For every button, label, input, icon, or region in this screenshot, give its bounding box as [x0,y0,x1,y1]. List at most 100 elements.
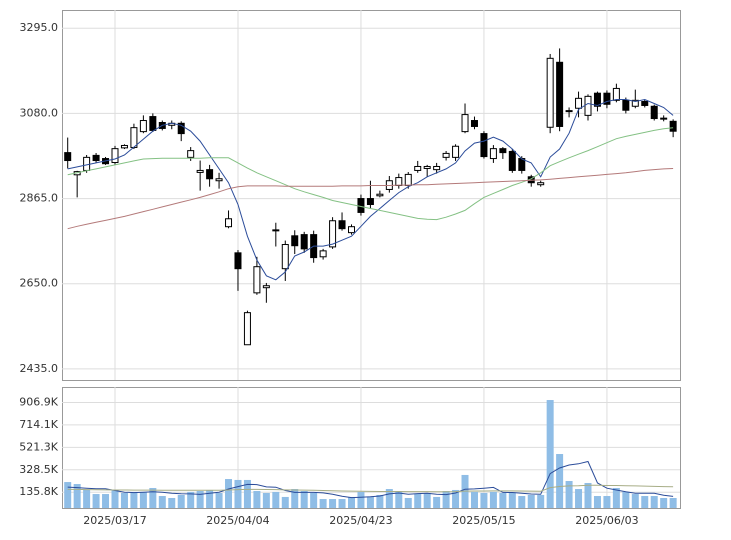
volume-bar [262,492,270,508]
volume-bar [499,492,507,508]
candle-body [206,169,214,180]
volume-bar [470,491,478,508]
candle-body [64,152,72,162]
volume-bar [177,494,185,508]
candle-body [480,133,488,158]
candle-body [177,122,185,135]
y-tick-label: 3080.0 [20,106,59,119]
volume-bar [357,491,365,508]
candle-body [556,61,564,127]
volume-bar [130,491,138,508]
volume-bar [404,497,412,508]
candle-body [593,92,601,107]
volume-bar [395,491,403,508]
volume-bar [480,492,488,508]
x-tick-label: 2025/05/15 [452,514,515,527]
candle-body [565,110,573,113]
volume-bar [348,496,355,508]
volume-bar [272,491,280,508]
volume-bar [546,400,554,508]
candle-body [196,169,204,173]
candle-body [489,148,497,160]
volume-bar [508,492,516,508]
candle-body [584,95,592,116]
volume-bar [73,484,81,508]
volume-bar [102,494,110,508]
candle-body [499,148,507,154]
candle-body [243,312,251,346]
volume-bar [414,494,422,508]
volume-bar [310,492,318,508]
volume-bar [452,489,460,508]
price-panel [62,10,681,381]
y-tick-label: 3295.0 [20,21,59,34]
volume-bar [366,496,374,508]
volume-bar [111,489,119,508]
moving-average-line [67,484,674,493]
candle-body [329,220,337,248]
candle-body [234,252,242,270]
volume-bar [253,491,261,508]
candle-body [470,120,478,127]
volume-bar [149,487,157,508]
volume-bar [158,496,166,508]
y-tick-label: 328.5K [19,463,58,476]
volume-bar [518,496,526,508]
y-tick-label: 2865.0 [20,192,59,205]
volume-bar [281,496,289,508]
volume-bar [338,499,346,508]
volume-bar [433,496,441,508]
candle-body [281,244,289,270]
candle-body [149,116,157,131]
volume-bar [641,496,649,508]
volume-bar [603,496,611,508]
volume-bar [669,497,677,508]
volume-bar [234,479,242,508]
candle-body [262,285,270,289]
candle-body [319,250,327,258]
volume-bar [489,491,497,508]
volume-bar [527,494,535,508]
volume-bar [319,499,327,508]
candle-body [669,120,677,132]
volume-bar [92,494,100,508]
candle-body [546,57,554,128]
volume-bar [168,497,176,508]
y-tick-label: 906.9K [19,395,58,408]
x-tick-label: 2025/06/03 [575,514,638,527]
candle-body [272,229,280,232]
volume-bar [385,489,393,508]
candle-body [215,178,223,182]
volume-bar [291,489,299,508]
volume-bar [537,494,545,508]
volume-bar [225,479,233,508]
candle-body [575,97,583,109]
volume-bar [196,491,204,508]
candle-body [348,226,355,234]
volume-bar [215,492,223,508]
candle-body [404,173,412,186]
candle-body [414,165,422,171]
volume-bar [565,481,573,508]
y-tick-label: 135.8K [19,485,58,498]
volume-bar [556,454,564,508]
volume-bar [650,496,658,508]
candle-body [253,266,261,294]
y-tick-label: 521.3K [19,440,58,453]
volume-panel [62,387,681,509]
volume-bar [622,491,630,508]
volume-bar [442,491,450,508]
moving-average-line [67,168,674,230]
moving-average-line [67,127,674,221]
candle-body [650,105,658,120]
candle-body [537,182,545,186]
x-tick-label: 2025/04/23 [329,514,392,527]
candle-body [120,144,128,149]
candle-body [187,150,195,158]
candle-body [92,154,100,162]
volume-bar [120,492,128,508]
candle-body [423,165,431,169]
candle-body [442,152,450,158]
y-tick-label: 2435.0 [20,362,59,375]
